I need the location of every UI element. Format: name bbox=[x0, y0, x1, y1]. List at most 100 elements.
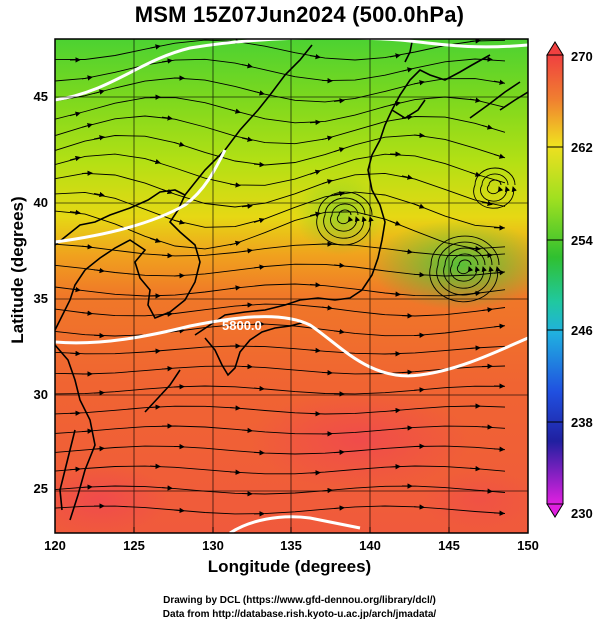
streamline bbox=[253, 385, 265, 392]
colorbar bbox=[546, 41, 564, 518]
streamline bbox=[493, 510, 505, 516]
streamline bbox=[309, 347, 321, 354]
x-axis-ticks bbox=[54, 527, 529, 533]
streamline bbox=[241, 63, 253, 69]
y-tick-labels: 25 30 35 40 45 bbox=[34, 89, 48, 496]
streamline bbox=[55, 505, 506, 515]
streamline bbox=[323, 197, 367, 239]
streamline bbox=[173, 328, 185, 334]
streamline bbox=[161, 252, 173, 259]
streamline bbox=[173, 384, 185, 390]
streamline bbox=[149, 237, 161, 243]
streamline bbox=[229, 108, 241, 114]
streamline bbox=[413, 387, 425, 393]
height-contours bbox=[55, 39, 528, 533]
streamline bbox=[481, 252, 493, 258]
streamline bbox=[333, 191, 345, 197]
streamline bbox=[161, 58, 173, 64]
streamline bbox=[173, 507, 185, 514]
streamline bbox=[69, 286, 81, 293]
credit-data: Data from http://database.rish.kyoto-u.a… bbox=[162, 609, 437, 620]
streamline bbox=[55, 58, 506, 82]
streamline bbox=[149, 44, 161, 50]
streamline bbox=[309, 282, 321, 288]
streamline bbox=[229, 182, 241, 188]
streamline bbox=[413, 203, 425, 209]
streamline bbox=[493, 79, 505, 85]
streamline bbox=[333, 328, 345, 335]
streamline bbox=[229, 285, 241, 291]
streamline bbox=[81, 428, 93, 434]
streamline bbox=[93, 332, 105, 339]
y-tick-label: 35 bbox=[34, 291, 48, 306]
streamline bbox=[93, 191, 105, 198]
streamline bbox=[149, 404, 161, 410]
streamline bbox=[229, 240, 241, 246]
streamline bbox=[493, 323, 505, 329]
streamline bbox=[321, 305, 333, 311]
streamline bbox=[443, 247, 487, 289]
streamline bbox=[55, 191, 506, 229]
x-tick-label: 140 bbox=[359, 538, 381, 553]
streamline bbox=[480, 173, 511, 202]
streamline bbox=[253, 264, 265, 270]
streamline bbox=[469, 39, 481, 44]
streamline bbox=[149, 348, 161, 354]
streamline bbox=[161, 115, 173, 121]
streamline bbox=[69, 466, 81, 472]
streamline bbox=[55, 263, 506, 277]
streamline bbox=[321, 77, 333, 84]
streamline bbox=[389, 463, 401, 470]
streamline bbox=[456, 259, 474, 275]
colorbar-label: 270 bbox=[571, 49, 593, 64]
streamline bbox=[55, 385, 506, 395]
x-tick-label: 130 bbox=[202, 538, 224, 553]
streamline bbox=[55, 39, 506, 61]
streamline bbox=[493, 446, 505, 452]
streamline bbox=[253, 217, 265, 224]
colorbar-label: 238 bbox=[571, 415, 593, 430]
x-tick-label: 150 bbox=[517, 538, 539, 553]
streamline bbox=[55, 210, 506, 250]
colorbar-label: 246 bbox=[571, 323, 593, 338]
streamline bbox=[81, 484, 93, 490]
colorbar-labels: 270 262 254 246 238 230 bbox=[571, 49, 593, 521]
streamline bbox=[389, 291, 401, 297]
y-tick-label: 30 bbox=[34, 387, 48, 402]
streamline bbox=[309, 119, 321, 126]
streamline bbox=[493, 153, 505, 159]
x-tick-label: 125 bbox=[123, 538, 145, 553]
streamline bbox=[413, 504, 425, 510]
streamline bbox=[450, 253, 481, 282]
streamline bbox=[321, 135, 333, 141]
gridlines bbox=[55, 39, 528, 533]
streamline bbox=[413, 80, 425, 86]
streamline bbox=[401, 425, 413, 431]
x-axis-label: Longitude (degrees) bbox=[0, 557, 599, 577]
streamline bbox=[55, 303, 506, 317]
streamline bbox=[333, 505, 345, 511]
colorbar-label: 230 bbox=[571, 506, 593, 521]
streamline bbox=[253, 90, 265, 96]
streamline bbox=[486, 179, 504, 195]
streamline bbox=[69, 410, 81, 416]
streamline bbox=[55, 77, 506, 103]
streamline bbox=[81, 244, 93, 250]
streamline bbox=[333, 449, 345, 455]
streamline bbox=[69, 155, 81, 162]
streamline bbox=[229, 469, 241, 475]
x-axis-label-text: Longitude (degrees) bbox=[207, 557, 372, 576]
streamline bbox=[413, 132, 425, 139]
streamline bbox=[401, 174, 413, 180]
streamline bbox=[469, 345, 481, 351]
streamline bbox=[69, 350, 81, 357]
streamline bbox=[241, 136, 253, 142]
x-tick-labels: 120 125 130 135 140 145 150 bbox=[44, 538, 539, 553]
streamline bbox=[429, 235, 501, 303]
streamline bbox=[161, 365, 173, 372]
streamline bbox=[321, 370, 333, 376]
streamline bbox=[333, 147, 345, 153]
streamline bbox=[481, 124, 493, 130]
wind-streamlines bbox=[55, 39, 517, 517]
streamline bbox=[413, 332, 425, 338]
